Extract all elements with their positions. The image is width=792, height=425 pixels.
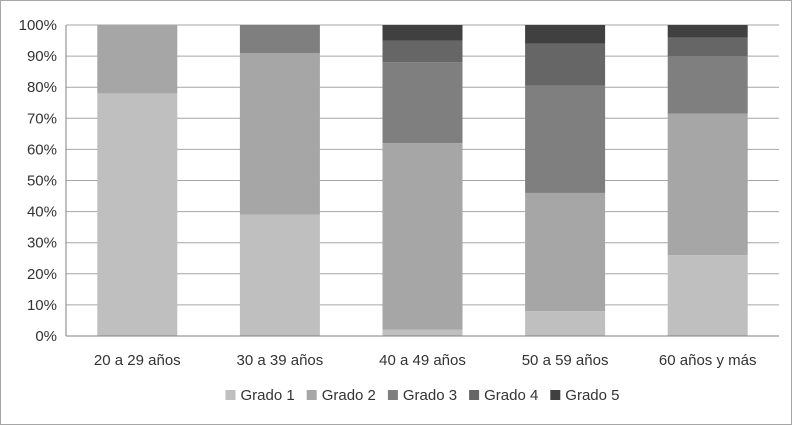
bars [97,25,748,336]
x-tick-label: 40 a 49 años [379,352,466,369]
x-tick-label: 60 años y más [659,352,757,369]
y-tick-label: 0% [35,328,57,345]
legend-swatch [550,390,561,400]
bar-segment [382,143,463,330]
y-tick-label: 40% [27,204,57,221]
bar-segment [667,37,748,57]
legend-label: Grado 1 [240,387,294,404]
legend-label: Grado 5 [565,387,619,404]
legend-swatch [469,390,480,400]
legend: Grado 1 Grado 2 Grado 3 Grado 4 Grado 5 [225,387,620,404]
y-tick-label: 20% [27,266,57,283]
bar-segment [667,255,748,336]
bar-segment [667,56,748,114]
y-tick-label: 70% [27,110,57,127]
x-tick-label: 20 a 29 años [94,352,181,369]
x-tick-label: 50 a 59 años [522,352,609,369]
bar-segment [97,25,178,94]
bar-segment [239,25,320,53]
bar-segment [97,93,178,336]
bar-segment [667,25,748,38]
y-tick-label: 60% [27,141,57,158]
bar-segment [382,25,463,41]
axes: 0% 10% 20% 30% 40% 50% 60% 70% 80% 90% 100% 20 a 29… [19,17,779,369]
bar-segment [382,329,463,336]
y-tick-label: 50% [27,173,57,190]
bar-segment [667,113,748,256]
legend-label: Grado 3 [403,387,457,404]
bar-segment [525,25,606,44]
legend-swatch [306,390,317,400]
y-tick-label: 30% [27,235,57,252]
legend-swatch [387,390,398,400]
bar-segment [525,311,606,336]
bar-segment [239,52,320,215]
y-tick-label: 80% [27,79,57,96]
bar-segment [239,214,320,336]
bar-segment [382,40,463,63]
y-tick-label: 90% [27,48,57,65]
bar-segment [382,62,463,144]
legend-label: Grado 4 [484,387,538,404]
bar-segment [525,43,606,86]
y-tick-label: 100% [19,17,57,34]
legend-swatch [225,390,236,400]
bar-segment [525,85,606,193]
x-tick-label: 30 a 39 años [237,352,324,369]
y-tick-label: 10% [27,297,57,314]
legend-label: Grado 2 [322,387,376,404]
bar-segment [525,192,606,312]
